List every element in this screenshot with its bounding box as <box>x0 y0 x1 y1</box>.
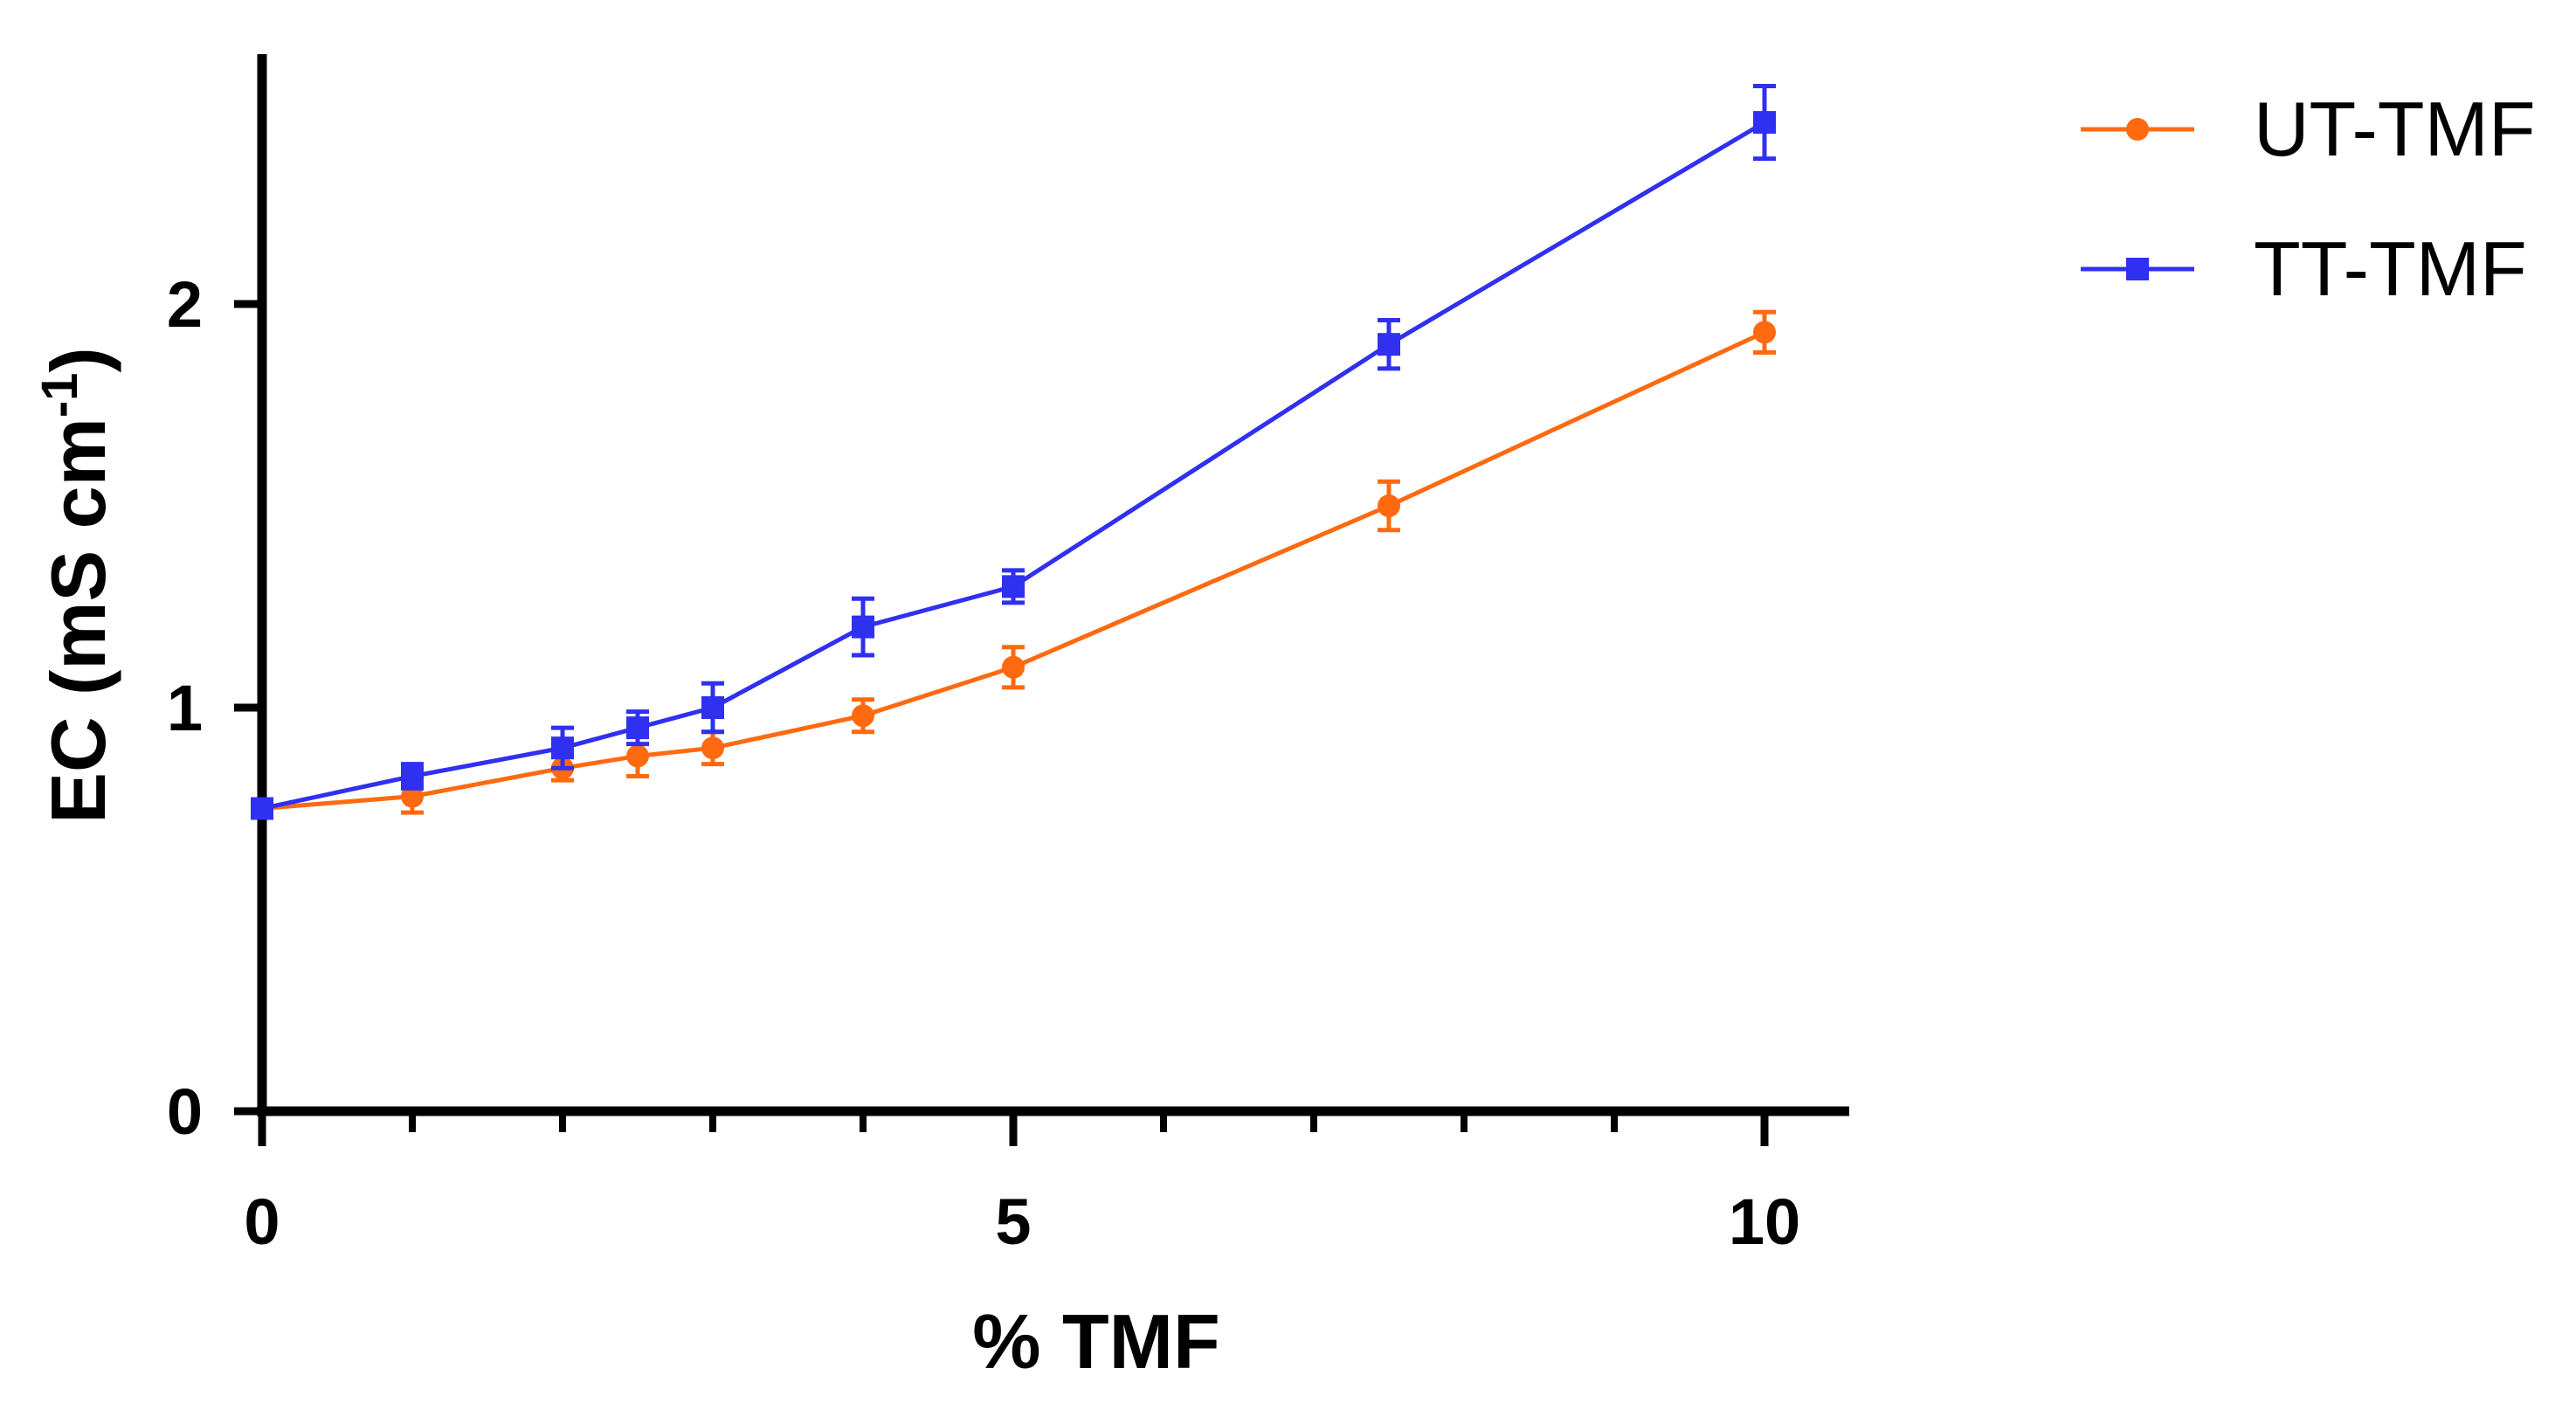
ut-tmf-point-4 <box>701 736 724 760</box>
x-tick-label-10: 10 <box>1729 1185 1800 1258</box>
tt-tmf-line <box>261 120 1766 811</box>
tt-tmf-point-3 <box>626 716 649 740</box>
tt-tmf-point-0 <box>251 797 273 820</box>
legend: UT-TMF TT-TMF <box>2081 86 2536 312</box>
y-axis-title-main: EC (mS cm <box>35 418 121 824</box>
y-tick-label-2: 2 <box>167 268 203 341</box>
ut-tmf-point-8 <box>1753 321 1776 344</box>
x-axis-ticks: 0 5 10 <box>244 1111 1800 1258</box>
ut-tmf-point-6 <box>1002 655 1025 679</box>
y-axis-ticks: 0 1 2 <box>167 268 262 1148</box>
legend-item-ut-tmf: UT-TMF <box>2081 86 2536 172</box>
y-axis-title-superscript: -1 <box>31 373 88 418</box>
series-ut-tmf <box>251 309 1776 820</box>
legend-item-tt-tmf: TT-TMF <box>2081 225 2527 312</box>
series-tt-tmf <box>251 84 1776 820</box>
ut-tmf-point-3 <box>626 744 649 768</box>
ut-tmf-point-7 <box>1378 494 1400 517</box>
tt-tmf-point-7 <box>1378 333 1400 356</box>
x-tick-label-5: 5 <box>995 1185 1031 1258</box>
tt-tmf-point-6 <box>1002 575 1025 598</box>
legend-label-tt-tmf: TT-TMF <box>2254 225 2527 312</box>
tt-tmf-point-4 <box>701 696 724 719</box>
y-axis-title-close: ) <box>35 347 121 372</box>
legend-marker-ut-tmf <box>2126 118 2149 141</box>
y-axis-title: EC (mS cm-1) <box>31 347 122 823</box>
legend-marker-tt-tmf <box>2126 258 2149 280</box>
tt-tmf-point-2 <box>551 736 574 760</box>
y-tick-label-1: 1 <box>167 672 203 744</box>
ut-tmf-point-5 <box>852 704 874 728</box>
x-tick-label-0: 0 <box>244 1185 280 1258</box>
ut-tmf-point-1 <box>401 784 424 808</box>
x-axis-title: % TMF <box>972 1298 1220 1385</box>
tt-tmf-point-5 <box>852 615 874 639</box>
tt-tmf-point-8 <box>1753 111 1776 135</box>
legend-label-ut-tmf: UT-TMF <box>2254 86 2536 172</box>
tt-tmf-point-1 <box>401 764 424 788</box>
y-tick-label-0: 0 <box>167 1075 203 1148</box>
